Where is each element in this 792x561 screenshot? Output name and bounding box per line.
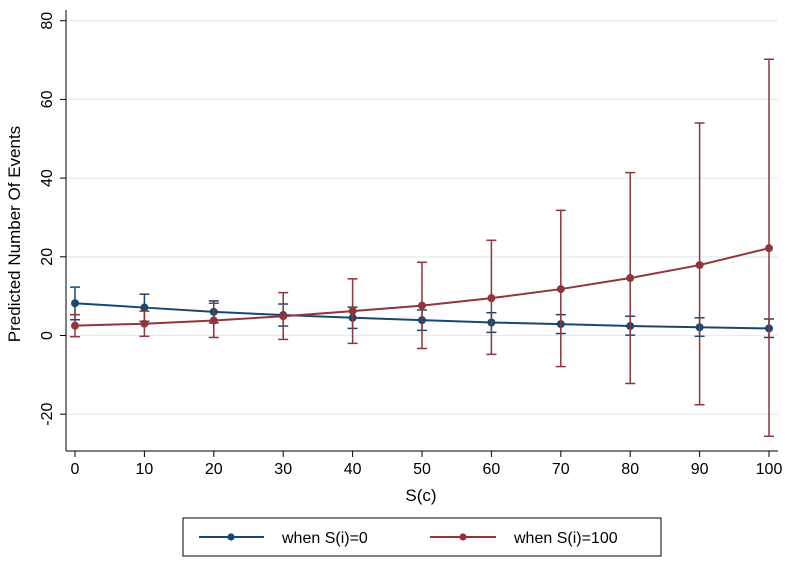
x-tick-label: 20 [205,461,223,478]
axes [60,10,778,457]
legend-marker-series-1 [227,533,235,541]
x-tick-label: 0 [71,461,80,478]
data-point [71,321,79,330]
x-tick-label: 70 [552,461,570,478]
legend-label-series-1: when S(i)=0 [281,530,368,547]
data-point [626,274,635,283]
y-tick-label: 20 [39,248,56,266]
x-tick-label: 50 [413,461,431,478]
series-2 [70,58,774,437]
data-point [765,244,773,253]
legend-marker-series-2 [459,533,467,541]
x-tick-label: 30 [274,461,292,478]
data-point [140,303,149,312]
y-tick-label: 40 [39,169,56,187]
y-tick-label: -20 [39,403,56,426]
x-tick-label: 80 [621,461,639,478]
data-point [71,299,79,308]
x-tick-label: 10 [136,461,154,478]
x-axis-label: S(c) [405,486,436,505]
grid-lines [66,20,778,415]
series-group [70,58,774,437]
x-tick-label: 100 [756,461,783,478]
data-point [487,294,496,303]
x-tick-label: 90 [691,461,709,478]
x-tick-label: 60 [483,461,501,478]
y-tick-label: 60 [39,90,56,108]
data-point [418,301,426,310]
tick-labels: -20 0 20 40 60 80 0 10 20 30 40 50 60 70 80 90 100 [39,12,782,478]
y-axis-label: Predicted Number Of Events [5,126,24,342]
data-point [695,261,704,270]
x-tick-label: 40 [344,461,362,478]
legend: when S(i)=0 when S(i)=100 [182,517,662,557]
data-point [209,316,218,325]
data-point [556,285,565,294]
data-point [348,307,357,316]
data-point [279,312,288,321]
y-tick-label: 80 [39,12,56,30]
data-point [140,319,149,328]
y-tick-label: 0 [39,331,56,340]
legend-label-series-2: when S(i)=100 [513,530,618,547]
